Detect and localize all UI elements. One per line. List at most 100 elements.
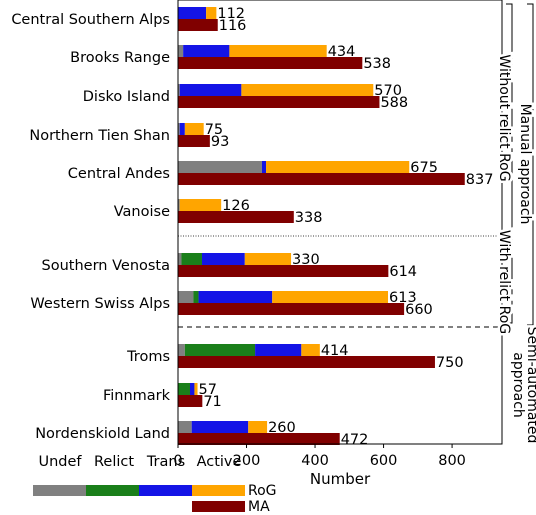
category-label: Brooks Range	[70, 50, 170, 66]
rog-bar-relict	[178, 383, 190, 395]
rog-bar-active	[244, 253, 292, 265]
group-labels: Without relict RoG Manual approach With …	[494, 52, 536, 446]
ma-value-label: 116	[219, 18, 247, 34]
group-brackets	[506, 3, 534, 441]
legend-swatch-trans	[139, 485, 192, 496]
ma-value-label: 71	[203, 394, 221, 410]
x-ticks-layer: 0 200 400 600 800	[173, 444, 466, 469]
ma-value-label: 614	[389, 264, 417, 280]
rog-bar-trans	[255, 344, 302, 356]
ma-bar	[178, 135, 210, 147]
rog-bar-undef	[178, 84, 180, 96]
rog-bar-relict	[193, 291, 199, 303]
category-label: Nordenskiold Land	[35, 426, 170, 442]
rog-bar-active	[266, 161, 410, 173]
bracket-without-relict	[506, 3, 513, 233]
group-label-manual: Manual approach	[517, 104, 533, 225]
rog-total-label: 434	[328, 44, 356, 60]
rog-bar-trans	[191, 421, 249, 433]
rog-bar-trans	[178, 7, 207, 19]
rog-total-label: 57	[199, 382, 217, 398]
rog-total-label: 613	[389, 290, 417, 306]
rog-bar-trans	[189, 383, 195, 395]
ma-value-label: 472	[341, 432, 369, 448]
x-tick-label: 600	[370, 453, 398, 469]
ma-value-label: 837	[466, 172, 494, 188]
rog-bar-active	[241, 84, 374, 96]
ma-bar	[178, 57, 363, 69]
rog-total-label: 330	[292, 252, 320, 268]
x-tick-label: 800	[438, 453, 466, 469]
rog-total-label: 126	[222, 198, 250, 214]
rog-bar-active	[184, 123, 204, 135]
x-axis-label: Number	[310, 470, 371, 488]
legend-class-undef: Undef	[38, 454, 82, 470]
rog-total-label: 570	[374, 83, 402, 99]
x-tick-label: 200	[233, 453, 261, 469]
rog-bar-trans	[201, 253, 245, 265]
ma-value-label: 338	[295, 210, 323, 226]
ma-value-label: 660	[405, 302, 433, 318]
rog-bar-active	[229, 45, 327, 57]
plot-frame	[177, 0, 503, 445]
rog-bar-active	[248, 421, 268, 433]
rog-bar-trans	[183, 45, 230, 57]
rog-bar-relict	[181, 253, 202, 265]
group-label-without-relict: Without relict RoG	[496, 54, 512, 181]
bracket-semi	[527, 330, 534, 441]
legend-class-active: Active	[197, 454, 242, 470]
x-tick-label: 0	[173, 453, 182, 469]
legend-class-relict: Relict	[94, 454, 134, 470]
ma-bar	[178, 96, 380, 108]
category-label: Northern Tien Shan	[29, 128, 170, 144]
category-label: Disko Island	[83, 89, 170, 105]
category-label: Southern Venosta	[42, 258, 170, 274]
category-label: Central Southern Alps	[11, 12, 170, 28]
rog-bar-undef	[178, 291, 194, 303]
ma-bar	[178, 19, 218, 31]
rog-bar-trans	[179, 123, 185, 135]
legend-class-trans: Trans	[146, 454, 185, 470]
ma-bar	[178, 356, 435, 368]
bars-layer	[178, 7, 465, 445]
legend-swatch-relict	[86, 485, 139, 496]
rog-total-label: 112	[217, 6, 245, 22]
ma-bar	[178, 211, 294, 223]
ma-value-label: 538	[363, 56, 391, 72]
bracket-with-relict	[506, 239, 513, 324]
rog-bar-active	[179, 199, 222, 211]
rog-bar-active	[301, 344, 320, 356]
rog-bar-trans	[179, 84, 242, 96]
rog-total-label: 75	[205, 122, 223, 138]
ma-bar	[178, 173, 465, 185]
ma-value-label: 93	[211, 134, 229, 150]
legend-swatch-active	[192, 485, 245, 496]
rog-bar-undef	[178, 199, 180, 211]
category-label: Troms	[126, 349, 170, 365]
legend: Undef Relict Trans Active RoG MA	[33, 454, 277, 515]
ma-value-label: 750	[436, 355, 464, 371]
rog-bar-active	[206, 7, 217, 19]
rog-total-label: 675	[410, 160, 438, 176]
rog-bar-trans	[198, 291, 273, 303]
rog-bar-undef	[178, 344, 185, 356]
group-label-semi-line1: Semi-automated	[524, 327, 536, 444]
rog-bar-trans	[261, 161, 267, 173]
legend-rog-label: RoG	[248, 483, 277, 499]
rog-bar-undef	[178, 45, 184, 57]
rog-bar-active	[194, 383, 198, 395]
group-label-with-relict: With relict RoG	[496, 230, 512, 334]
legend-ma-label: MA	[248, 499, 270, 515]
ma-bar	[178, 265, 389, 277]
category-label: Central Andes	[68, 166, 170, 182]
category-labels-layer: Central Southern Alps Brooks Range Disko I…	[11, 12, 170, 442]
rog-bar-relict	[184, 344, 256, 356]
rog-total-label: 260	[268, 420, 296, 436]
ma-bar	[178, 395, 203, 407]
x-tick-label: 400	[301, 453, 329, 469]
ma-bar	[178, 433, 340, 445]
rog-bar-undef	[178, 161, 262, 173]
category-label: Western Swiss Alps	[30, 296, 170, 312]
legend-swatch-undef	[33, 485, 86, 496]
rog-bar-undef	[178, 421, 192, 433]
